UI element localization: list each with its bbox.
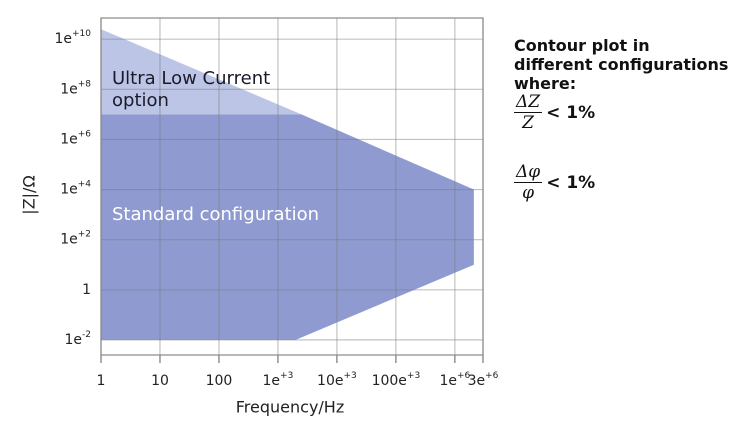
formula: Δφ φ < 1% <box>514 162 595 203</box>
area <box>101 29 302 115</box>
y-tick-label: 1e+8 <box>60 79 91 98</box>
y-tick-label: 1e+2 <box>60 229 91 248</box>
y-tick-label: 1e+10 <box>54 29 91 48</box>
fraction: ΔZ Z <box>514 92 543 133</box>
area <box>101 114 474 340</box>
numerator: Δφ <box>514 162 543 183</box>
relation: < 1% <box>546 102 596 123</box>
x-tick-label: 10 <box>151 373 169 389</box>
x-tick-label: 1e+3 <box>263 371 294 390</box>
x-tick-label: 100e+3 <box>372 371 421 390</box>
y-axis-label: |Z|/Ω <box>20 175 39 214</box>
x-tick-label: 10e+3 <box>317 371 357 390</box>
x-tick-label: 3e+6 <box>468 371 499 390</box>
y-tick-label: 1e+4 <box>60 179 91 198</box>
annotation-title: Contour plot in different configurations… <box>514 36 729 93</box>
numerator: ΔZ <box>514 92 543 113</box>
x-tick-label: 1e+6 <box>439 371 470 390</box>
series-label: Ultra Low Current option <box>112 68 271 111</box>
plot-frame <box>100 17 484 356</box>
x-axis-label: Frequency/Hz <box>236 398 344 417</box>
series-label: Standard configuration <box>112 204 320 225</box>
y-tick-label: 1e+6 <box>60 129 91 148</box>
x-tick-label: 1 <box>97 373 106 389</box>
relation: < 1% <box>546 172 596 193</box>
denominator: φ <box>522 183 535 203</box>
fraction: Δφ φ <box>514 162 543 203</box>
y-tick-label: 1e-2 <box>64 329 91 348</box>
y-tick-label: 1 <box>82 282 91 298</box>
denominator: Z <box>522 113 534 133</box>
x-tick-label: 100 <box>206 373 233 389</box>
formula: ΔZ Z < 1% <box>514 92 595 133</box>
